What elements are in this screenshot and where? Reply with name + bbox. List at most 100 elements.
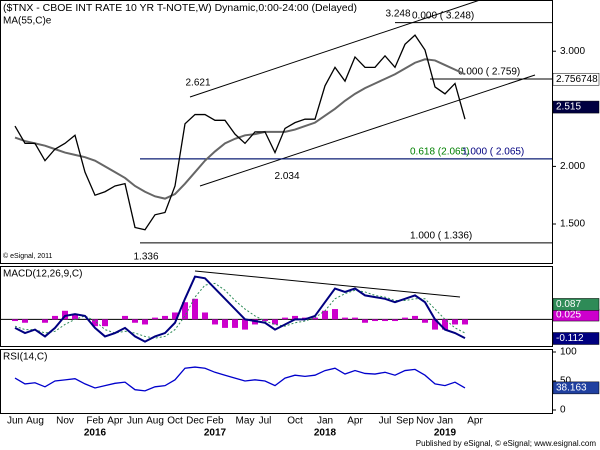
value-box-label: 2.756748 xyxy=(556,74,598,85)
histogram-bar xyxy=(222,319,228,328)
histogram-bar xyxy=(142,319,148,325)
histogram-bar xyxy=(72,314,78,320)
channel-lower xyxy=(199,74,536,187)
histogram-bar xyxy=(172,312,178,320)
histogram-bar xyxy=(322,310,328,320)
x-tick-label: Jun xyxy=(127,416,143,427)
histogram-bar xyxy=(132,319,138,323)
histogram-bar xyxy=(442,319,448,330)
x-year-label: 2017 xyxy=(204,428,227,439)
histogram-bar xyxy=(52,315,58,320)
x-tick-label: Nov xyxy=(56,416,74,427)
histogram-bar xyxy=(332,309,338,320)
x-year-label: 2016 xyxy=(84,428,107,439)
series-line xyxy=(14,275,466,343)
histogram-bar xyxy=(22,319,28,323)
y-tick-label: 0 xyxy=(560,405,566,416)
value-box-label: 38.163 xyxy=(556,383,587,394)
x-year-label: 2019 xyxy=(434,428,457,439)
histogram-bar xyxy=(122,315,128,320)
value-box xyxy=(552,72,600,86)
histogram-bar xyxy=(452,319,458,325)
x-year-label: 2018 xyxy=(314,428,337,439)
price-annotation: 2.034 xyxy=(274,171,299,182)
histogram-bar xyxy=(372,319,378,322)
price-annotation: 3.248 xyxy=(385,8,410,19)
y-tick-label: 1.500 xyxy=(560,219,585,230)
series-line xyxy=(14,366,466,392)
x-tick-label: Apr xyxy=(467,416,483,427)
histogram-bar xyxy=(12,319,18,322)
histogram-bar xyxy=(402,317,408,320)
histogram-bar xyxy=(102,319,108,327)
value-box xyxy=(552,381,600,395)
y-tick-label: 2.000 xyxy=(560,161,585,172)
histogram-bar xyxy=(432,319,438,330)
histogram-bar xyxy=(262,319,268,322)
price-annotation: 1.336 xyxy=(133,252,158,263)
x-tick-label: Aug xyxy=(146,416,164,427)
histogram-bar xyxy=(412,315,418,320)
y-tick-label: 100 xyxy=(560,347,577,358)
x-tick-label: Feb xyxy=(86,416,104,427)
footer: Published by eSignal, © eSignal; www.esi… xyxy=(416,439,597,448)
fib-label: 0.000 ( 2.759) xyxy=(458,67,520,78)
price-annotation: 2.621 xyxy=(185,78,210,89)
value-box-label: 0.025 xyxy=(556,310,581,321)
fib-label: 1.000 ( 2.065) xyxy=(462,147,524,158)
x-tick-label: Oct xyxy=(287,416,303,427)
histogram-bar xyxy=(202,312,208,320)
x-tick-label: Dec xyxy=(186,416,204,427)
series-line xyxy=(14,34,466,231)
macd-trendline xyxy=(194,270,461,298)
x-tick-label: Jan xyxy=(317,416,333,427)
x-tick-label: Apr xyxy=(107,416,123,427)
histogram-bar xyxy=(352,317,358,320)
x-tick-label: Jul xyxy=(259,416,272,427)
x-tick-label: Feb xyxy=(206,416,224,427)
histogram-bar xyxy=(182,302,188,320)
macd-panel xyxy=(0,266,553,347)
macd-legend: MACD(12,26,9,C) xyxy=(3,269,82,280)
value-box xyxy=(552,100,600,114)
y-tick-label: 3.000 xyxy=(560,46,585,57)
legend-ma: MA(55,C)e xyxy=(3,16,52,27)
histogram-bar xyxy=(272,319,278,325)
channel-upper xyxy=(189,0,481,98)
histogram-bar xyxy=(342,317,348,320)
x-tick-label: Jul xyxy=(379,416,392,427)
x-tick-label: May xyxy=(236,416,255,427)
x-tick-label: Jun xyxy=(7,416,23,427)
histogram-bar xyxy=(192,298,198,320)
price-panel xyxy=(0,0,553,264)
histogram-bar xyxy=(152,317,158,320)
x-tick-label: Nov xyxy=(416,416,434,427)
histogram-bar xyxy=(292,315,298,320)
series-line xyxy=(14,282,466,339)
rsi-legend: RSI(14,C) xyxy=(3,352,47,363)
x-tick-label: Jan xyxy=(437,416,453,427)
fib-label: 0.618 (2.065) xyxy=(410,147,470,158)
histogram-bar xyxy=(282,317,288,320)
fib-label: 1.000 ( 1.336) xyxy=(410,231,472,242)
histogram-bar xyxy=(242,319,248,330)
value-box xyxy=(552,298,600,311)
value-box xyxy=(552,332,600,345)
histogram-bar xyxy=(462,319,468,325)
y-tick-label: 50 xyxy=(560,376,572,387)
value-box-label: 0.087 xyxy=(556,299,581,310)
histogram-bar xyxy=(422,319,428,323)
value-box-label: 2.515 xyxy=(556,102,581,113)
histogram-bar xyxy=(212,319,218,325)
histogram-bar xyxy=(232,319,238,328)
histogram-bar xyxy=(312,317,318,320)
chart-title: ($TNX - CBOE INT RATE 10 YR T-NOTE,W) Dy… xyxy=(3,2,357,14)
histogram-bar xyxy=(42,319,48,323)
histogram-bar xyxy=(162,315,168,320)
x-tick-label: Sep xyxy=(396,416,414,427)
x-tick-label: Oct xyxy=(167,416,183,427)
x-tick-label: Aug xyxy=(26,416,44,427)
x-tick-label: Apr xyxy=(347,416,363,427)
